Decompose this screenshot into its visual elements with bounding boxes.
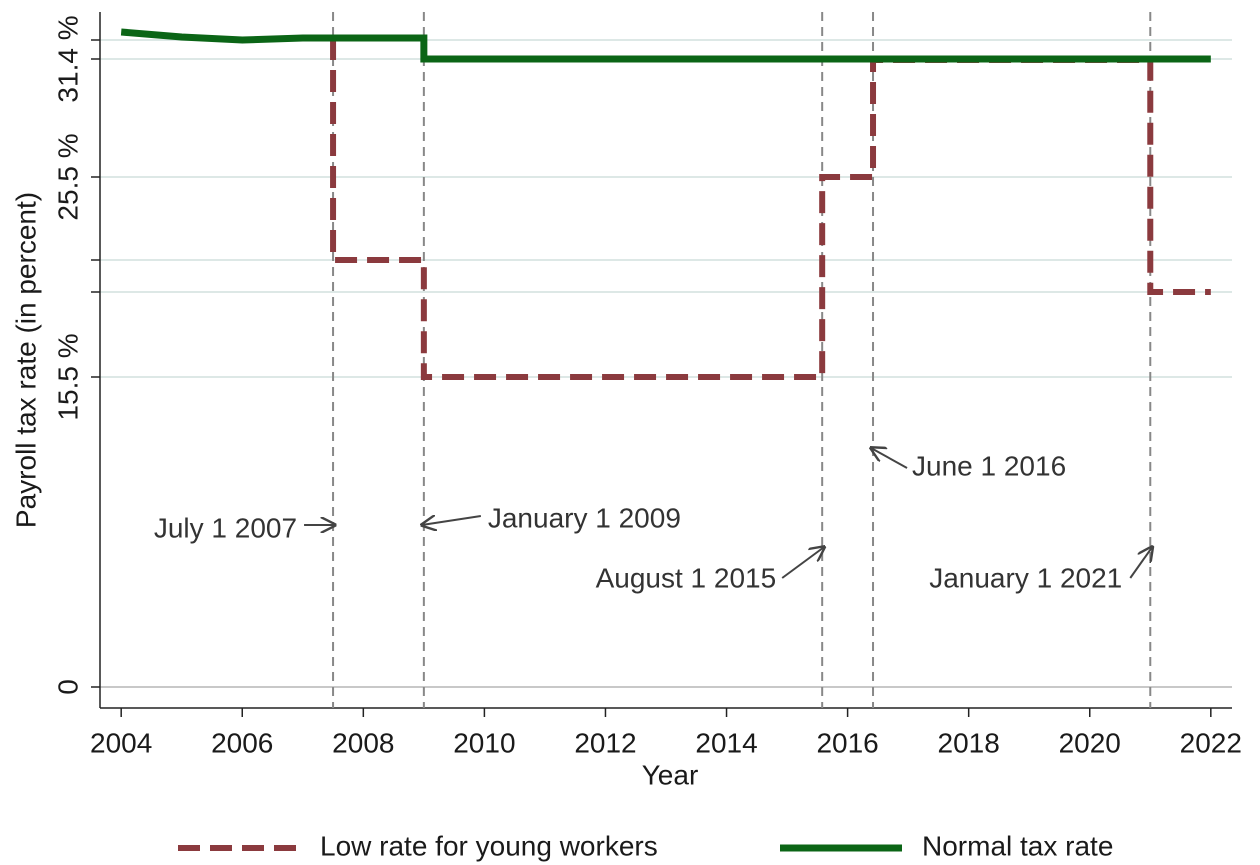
series-line <box>330 38 1211 380</box>
annotation-arrow <box>781 547 824 579</box>
x-axis-title: Year <box>642 759 699 790</box>
y-tick-label: 0 <box>52 679 83 695</box>
legend-label: Normal tax rate <box>922 830 1113 861</box>
y-tick-label: 31.4 % <box>52 15 83 102</box>
annotation-text: January 1 2009 <box>488 502 681 533</box>
y-tick-label: 15.5 % <box>52 333 83 420</box>
x-tick-label: 2004 <box>90 727 152 758</box>
series-line <box>120 28 1211 63</box>
annotation-text: July 1 2007 <box>154 512 297 543</box>
y-tick-label: 25.5 % <box>52 133 83 220</box>
x-tick-label: 2006 <box>211 727 273 758</box>
x-tick-label: 2012 <box>574 727 636 758</box>
annotation-arrow <box>1129 547 1152 579</box>
x-tick-label: 2018 <box>938 727 1000 758</box>
y-axis-title: Payroll tax rate (in percent) <box>10 192 41 528</box>
annotation-text: June 1 2016 <box>912 450 1066 481</box>
annotation-arrow <box>422 516 482 525</box>
x-tick-label: 2008 <box>332 727 394 758</box>
annotation-text: August 1 2015 <box>596 562 777 593</box>
x-tick-label: 2016 <box>816 727 878 758</box>
legend-label: Low rate for young workers <box>320 830 658 861</box>
x-tick-label: 2022 <box>1180 727 1242 758</box>
x-tick-label: 2020 <box>1059 727 1121 758</box>
annotation-text: January 1 2021 <box>929 562 1122 593</box>
annotation-arrow <box>871 448 908 469</box>
x-tick-label: 2010 <box>453 727 515 758</box>
x-tick-label: 2014 <box>695 727 757 758</box>
